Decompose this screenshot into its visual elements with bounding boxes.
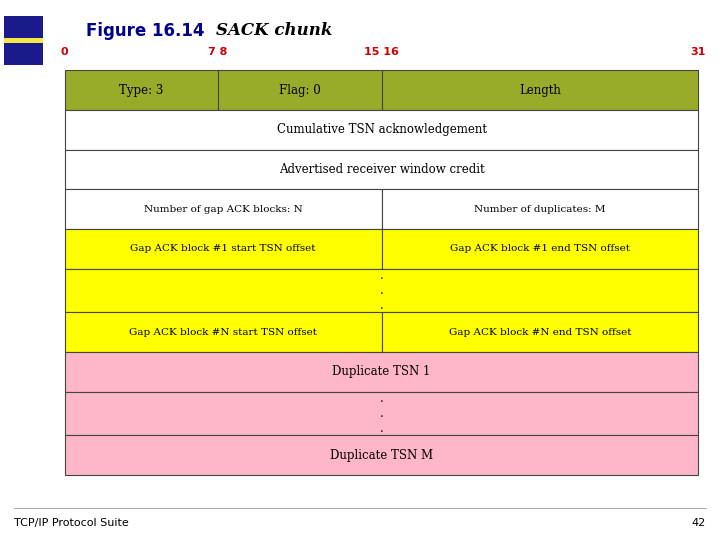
FancyBboxPatch shape [65, 229, 382, 269]
FancyBboxPatch shape [65, 352, 698, 392]
FancyBboxPatch shape [65, 269, 698, 313]
Text: Duplicate TSN 1: Duplicate TSN 1 [333, 366, 431, 379]
Text: TCP/IP Protocol Suite: TCP/IP Protocol Suite [14, 518, 129, 529]
Text: Length: Length [519, 84, 561, 97]
Text: Gap ACK block #1 end TSN offset: Gap ACK block #1 end TSN offset [450, 245, 630, 253]
FancyBboxPatch shape [382, 70, 698, 110]
Text: Type: 3: Type: 3 [120, 84, 163, 97]
Text: Number of gap ACK blocks: N: Number of gap ACK blocks: N [144, 205, 302, 214]
Text: Cumulative TSN acknowledgement: Cumulative TSN acknowledgement [276, 123, 487, 136]
Text: Number of duplicates: M: Number of duplicates: M [474, 205, 606, 214]
FancyBboxPatch shape [382, 313, 698, 352]
Text: Gap ACK block #N start TSN offset: Gap ACK block #N start TSN offset [129, 328, 318, 337]
Text: 42: 42 [691, 518, 706, 529]
Text: .
.
.: . . . [379, 269, 384, 312]
FancyBboxPatch shape [65, 313, 382, 352]
Text: Gap ACK block #1 start TSN offset: Gap ACK block #1 start TSN offset [130, 245, 316, 253]
FancyBboxPatch shape [4, 43, 43, 65]
Text: 7 8: 7 8 [209, 46, 228, 57]
Text: Duplicate TSN M: Duplicate TSN M [330, 449, 433, 462]
FancyBboxPatch shape [65, 70, 218, 110]
FancyBboxPatch shape [65, 110, 698, 150]
Text: 15 16: 15 16 [364, 46, 399, 57]
FancyBboxPatch shape [65, 150, 698, 190]
Text: Advertised receiver window credit: Advertised receiver window credit [279, 163, 485, 176]
FancyBboxPatch shape [65, 435, 698, 475]
Text: 0: 0 [61, 46, 68, 57]
FancyBboxPatch shape [382, 190, 698, 229]
FancyBboxPatch shape [218, 70, 382, 110]
FancyBboxPatch shape [4, 22, 43, 65]
FancyBboxPatch shape [382, 229, 698, 269]
Text: Flag: 0: Flag: 0 [279, 84, 320, 97]
FancyBboxPatch shape [65, 190, 382, 229]
FancyBboxPatch shape [4, 16, 43, 38]
FancyBboxPatch shape [65, 392, 698, 435]
Text: Figure 16.14: Figure 16.14 [86, 22, 205, 39]
Text: .
.
.: . . . [379, 392, 384, 435]
Text: SACK chunk: SACK chunk [216, 22, 333, 38]
Text: 31: 31 [690, 46, 706, 57]
Text: Gap ACK block #N end TSN offset: Gap ACK block #N end TSN offset [449, 328, 631, 337]
